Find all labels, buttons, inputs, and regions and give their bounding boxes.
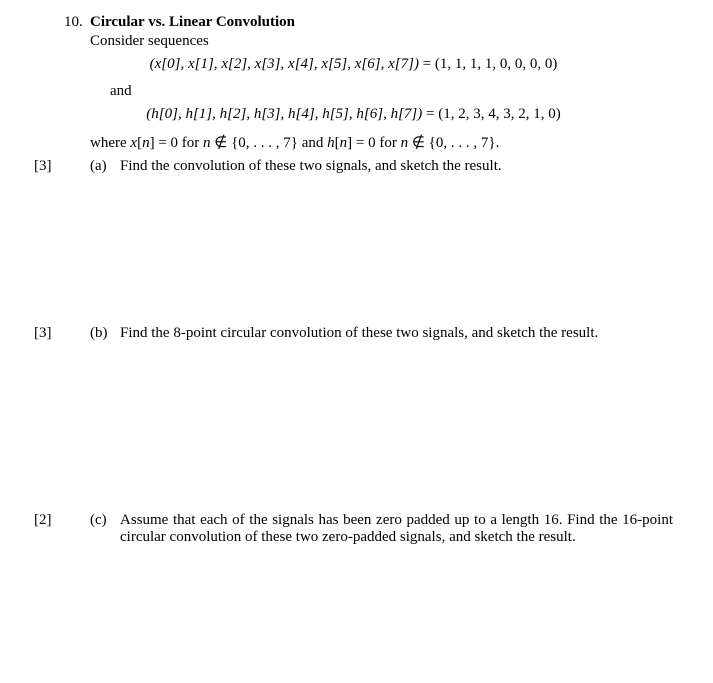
part-b-text: Find the 8-point circular convolution of…: [120, 325, 673, 342]
part-b-label: (b): [90, 325, 120, 342]
equation-x: (x[0], x[1], x[2], x[3], x[4], x[5], x[6…: [34, 56, 673, 73]
intro-line: Consider sequences: [34, 33, 673, 50]
part-a-text: Find the convolution of these two signal…: [120, 158, 673, 175]
where-line: where x[n] = 0 for n ∉ {0, . . . , 7} an…: [34, 133, 673, 152]
question-header: 10. Circular vs. Linear Convolution: [34, 14, 673, 31]
gap-b: [34, 342, 673, 512]
equation-h: (h[0], h[1], h[2], h[3], h[4], h[5], h[6…: [34, 106, 673, 123]
marks-b: [3]: [34, 325, 90, 342]
gap-a: [34, 175, 673, 325]
part-c-text: Assume that each of the signals has been…: [120, 512, 673, 546]
part-a-label: (a): [90, 158, 120, 175]
part-c-label: (c): [90, 512, 120, 529]
part-c-row: [2] (c) Assume that each of the signals …: [34, 512, 673, 546]
question-number: 10.: [64, 14, 90, 31]
marks-c: [2]: [34, 512, 90, 529]
and-line: and: [34, 83, 673, 100]
page: 10. Circular vs. Linear Convolution Cons…: [0, 0, 713, 546]
part-a-row: [3] (a) Find the convolution of these tw…: [34, 158, 673, 175]
question-title: Circular vs. Linear Convolution: [90, 14, 295, 31]
marks-a: [3]: [34, 158, 90, 175]
part-b-row: [3] (b) Find the 8-point circular convol…: [34, 325, 673, 342]
